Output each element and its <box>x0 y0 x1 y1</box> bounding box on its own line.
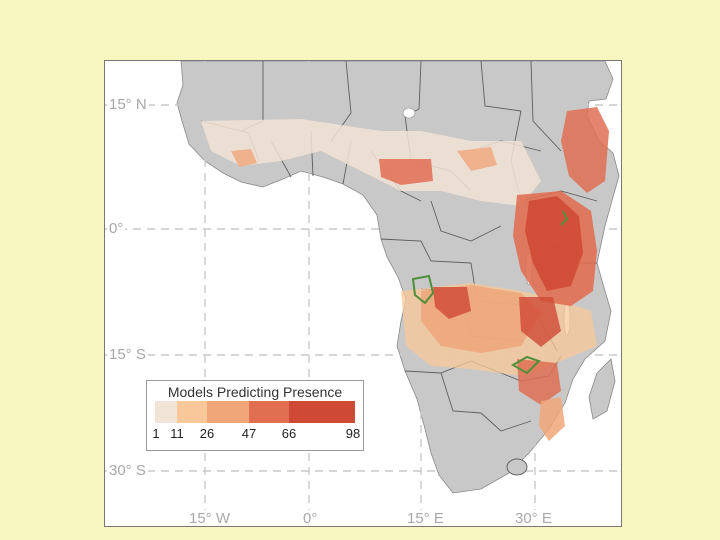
legend-tick-1: 1 <box>152 426 160 441</box>
presence-zone-zambia <box>519 297 561 347</box>
presence-zone-cameroon <box>379 159 433 185</box>
outline-east-lake <box>560 210 569 226</box>
highlighted-outlines <box>411 210 569 375</box>
latitude-label-15n: 15° N <box>107 96 149 113</box>
legend-tick-11: 11 <box>170 426 184 441</box>
legend-title: Models Predicting Presence <box>167 384 343 400</box>
longitude-label-15w: 15° W <box>187 510 233 527</box>
legend-swatch-11-26 <box>177 401 207 423</box>
outline-zambezi <box>510 355 541 375</box>
legend-tick-47: 47 <box>241 426 257 441</box>
presence-zone-nigeria-spots <box>457 147 497 171</box>
presence-zone-angola-core <box>433 287 471 319</box>
presence-zone-mozambique <box>539 397 565 441</box>
madagascar-island <box>588 358 616 420</box>
lesotho-outline <box>506 458 528 476</box>
map-frame: 15° N 0° 15° S 30° S 15° W 0° 15° E 30° … <box>104 60 622 527</box>
lake-chad <box>402 107 416 119</box>
legend-swatch-26-47 <box>207 401 249 423</box>
longitude-label-0: 0° <box>301 510 320 527</box>
presence-zone-west-africa <box>201 119 541 206</box>
presence-zone-west-spots <box>231 149 257 167</box>
longitude-label-30e: 30° E <box>513 510 554 527</box>
presence-legend: Models Predicting Presence 1 11 26 47 66… <box>146 380 364 451</box>
outline-west-coast <box>411 274 435 305</box>
presence-zone-east-core <box>525 196 583 291</box>
legend-tick-26: 26 <box>199 426 215 441</box>
presence-zone-zimbabwe <box>517 359 561 405</box>
legend-tick-66: 66 <box>281 426 297 441</box>
presence-zone-ethiopia <box>561 107 609 193</box>
legend-swatch-66-98 <box>289 401 355 423</box>
presence-overlay <box>201 107 609 441</box>
longitude-label-15e: 15° E <box>405 510 446 527</box>
latitude-label-30s: 30° S <box>107 462 148 479</box>
latitude-label-15s: 15° S <box>107 346 148 363</box>
latitude-label-0: 0° <box>107 220 126 237</box>
africa-map <box>105 61 621 526</box>
legend-swatch-47-66 <box>249 401 289 423</box>
legend-swatch-1-11 <box>155 401 177 423</box>
legend-tick-98: 98 <box>345 426 361 441</box>
